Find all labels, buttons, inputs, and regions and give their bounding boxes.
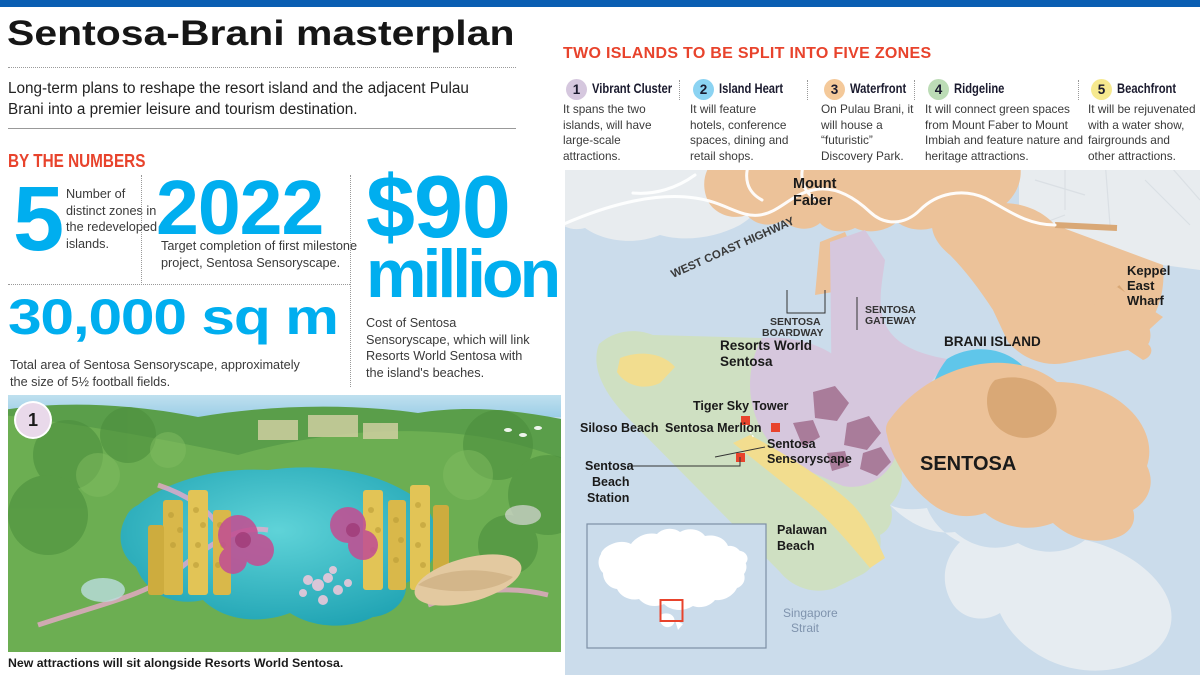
svg-text:Sentosa Merlion: Sentosa Merlion [665, 421, 762, 435]
svg-text:Faber: Faber [793, 193, 833, 209]
svg-text:Strait: Strait [791, 621, 820, 635]
svg-text:Resorts World: Resorts World [720, 338, 812, 353]
svg-text:GATEWAY: GATEWAY [865, 315, 916, 327]
svg-text:Sentosa: Sentosa [767, 437, 817, 451]
svg-text:Sentosa: Sentosa [720, 354, 773, 369]
svg-text:Palawan: Palawan [777, 523, 827, 537]
svg-text:Station: Station [587, 491, 629, 505]
svg-text:Keppel: Keppel [1127, 263, 1170, 278]
svg-text:Tiger Sky Tower: Tiger Sky Tower [693, 399, 789, 413]
svg-text:Mount: Mount [793, 176, 837, 192]
svg-text:BRANI ISLAND: BRANI ISLAND [944, 334, 1041, 349]
svg-text:Sentosa: Sentosa [585, 459, 635, 473]
svg-text:East: East [1127, 278, 1155, 293]
svg-text:Sensoryscape: Sensoryscape [767, 452, 852, 466]
svg-text:SENTOSA: SENTOSA [920, 453, 1016, 475]
svg-text:Beach: Beach [592, 475, 630, 489]
svg-text:Beach: Beach [777, 539, 815, 553]
svg-text:Wharf: Wharf [1127, 293, 1165, 308]
svg-text:Singapore: Singapore [783, 606, 838, 620]
svg-text:Siloso Beach: Siloso Beach [580, 421, 659, 435]
